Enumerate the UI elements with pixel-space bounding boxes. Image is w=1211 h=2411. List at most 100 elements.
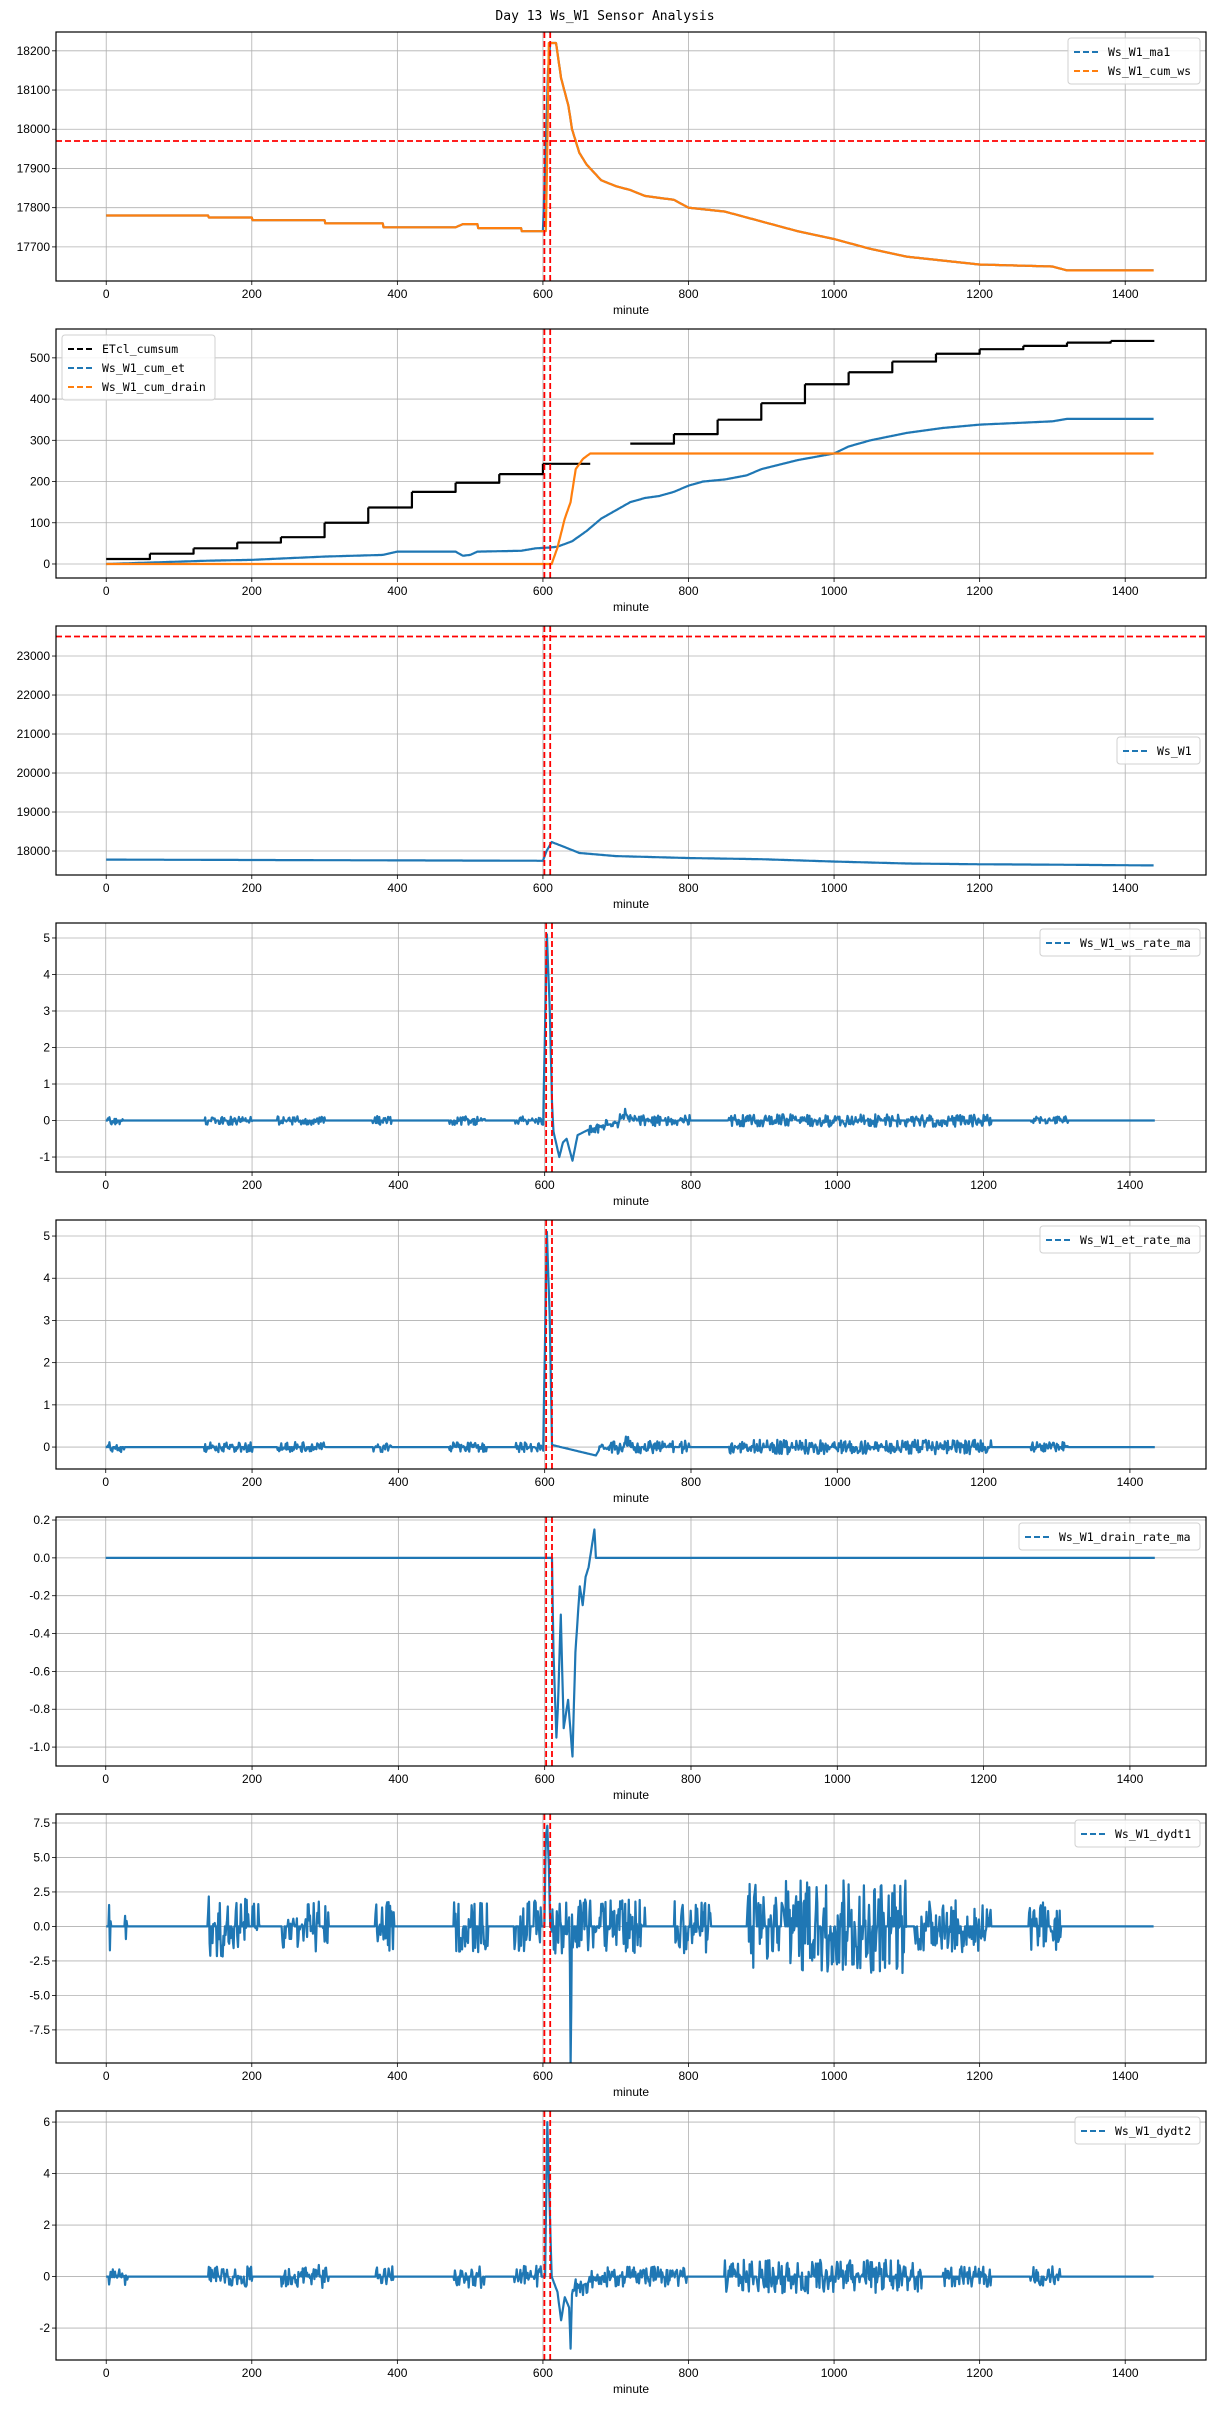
y-tick-label: 3 (43, 1004, 50, 1018)
series-line-Ws_W1_ws_rate_ma (105, 933, 1156, 1162)
x-tick-label: 1200 (970, 1178, 997, 1192)
y-tick-label: 4 (43, 967, 50, 981)
legend-label: Ws_W1_et_rate_ma (1080, 1233, 1191, 1247)
x-tick-label: 0 (102, 1772, 109, 1786)
y-tick-label: 1 (43, 1077, 50, 1091)
x-tick-label: 1400 (1112, 2069, 1139, 2083)
x-tick-label: 1200 (966, 584, 993, 598)
x-tick-label: 400 (387, 2366, 407, 2380)
x-tick-label: 1200 (970, 1475, 997, 1489)
x-axis-label: minute (613, 1194, 649, 1208)
legend-box (1018, 1522, 1201, 1551)
y-tick-label: 1 (43, 1398, 50, 1412)
figure-title: Day 13 Ws_W1 Sensor Analysis (495, 9, 714, 24)
x-tick-label: 0 (103, 2366, 110, 2380)
x-tick-label: 400 (387, 2069, 407, 2083)
legend-label: Ws_W1_cum_et (102, 361, 185, 375)
series-line-Ws_W1_dydt1 (105, 1824, 1154, 2063)
x-tick-label: 800 (678, 2069, 698, 2083)
x-tick-label: 0 (102, 1178, 109, 1192)
x-tick-label: 800 (681, 1178, 701, 1192)
legend-label: Ws_W1_ma1 (1108, 45, 1170, 59)
y-tick-label: 5.0 (33, 1850, 50, 1864)
axes-frame (55, 1219, 1207, 1470)
x-tick-label: 200 (242, 1178, 262, 1192)
series-line-Ws_W1_cum_ws (105, 41, 1154, 272)
y-tick-label: 18000 (17, 844, 51, 858)
subplot-2: 0 200 400 600 800 1000 1200 1400 0 100 200 300 400 50… (30, 328, 1207, 614)
x-tick-label: 1200 (970, 1772, 997, 1786)
legend-label: Ws_W1_cum_drain (102, 380, 206, 394)
y-tick-label: -2 (39, 2321, 50, 2335)
legend: Ws_W1_et_rate_ma (1039, 1225, 1201, 1254)
y-tick-label: 17900 (17, 161, 51, 175)
y-tick-label: 6 (43, 2115, 50, 2129)
subplot-4: 0 200 400 600 800 1000 1200 1400 -1 0 1 2 3 4 5 minute W… (39, 922, 1207, 1208)
x-tick-label: 200 (242, 1475, 262, 1489)
y-tick-label: -0.4 (29, 1627, 50, 1641)
y-tick-label: 0.0 (33, 1919, 50, 1933)
y-tick-label: 100 (30, 516, 50, 530)
legend-label: ETcl_cumsum (102, 342, 178, 356)
x-tick-label: 0 (103, 881, 110, 895)
y-tick-label: 400 (30, 392, 50, 406)
x-tick-label: 200 (242, 2069, 262, 2083)
y-tick-label: 2 (43, 1356, 50, 1370)
x-tick-label: 400 (388, 1475, 408, 1489)
y-tick-label: 0.0 (33, 1551, 50, 1565)
plot-area (56, 32, 1206, 281)
x-tick-label: 1000 (821, 2069, 848, 2083)
x-tick-label: 0 (103, 584, 110, 598)
series-line-Ws_W1_et_rate_ma (105, 1230, 1156, 1457)
subplot-5: 0 200 400 600 800 1000 1200 1400 0 1 2 3 4 5 minute Ws_… (43, 1219, 1207, 1505)
legend-label: Ws_W1_dydt1 (1115, 1827, 1191, 1841)
legend-box (1074, 2116, 1201, 2145)
x-tick-label: 200 (242, 584, 262, 598)
x-tick-label: 600 (535, 1772, 555, 1786)
x-axis-label: minute (613, 1788, 649, 1802)
x-axis-label: minute (613, 600, 649, 614)
y-tick-label: -5.0 (29, 1988, 50, 2002)
y-tick-label: 0 (43, 1440, 50, 1454)
legend-label: Ws_W1_dydt2 (1115, 2124, 1191, 2138)
x-tick-label: 1200 (966, 2366, 993, 2380)
x-tick-label: 1200 (966, 2069, 993, 2083)
series-line-Ws_W1_cum_drain (105, 452, 1154, 566)
x-tick-label: 1000 (821, 881, 848, 895)
y-tick-label: 5 (43, 931, 50, 945)
y-tick-label: 0 (43, 2270, 50, 2284)
legend-box (1067, 37, 1201, 85)
legend-label: Ws_W1_drain_rate_ma (1059, 1530, 1191, 1544)
y-tick-label: 18200 (17, 44, 51, 58)
axes-frame (55, 2110, 1207, 2361)
axes-frame (55, 1516, 1207, 1767)
y-tick-label: 17800 (17, 201, 51, 215)
x-tick-label: 800 (681, 1475, 701, 1489)
x-tick-label: 0 (103, 287, 110, 301)
x-tick-label: 400 (387, 881, 407, 895)
legend-label: Ws_W1 (1157, 744, 1192, 758)
series-line-Ws_W1_drain_rate_ma (105, 1528, 1156, 1758)
y-tick-label: -2.5 (29, 1954, 50, 1968)
y-tick-label: 3 (43, 1313, 50, 1327)
y-tick-label: 500 (30, 351, 50, 365)
x-tick-label: 1000 (824, 1178, 851, 1192)
x-tick-label: 200 (242, 1772, 262, 1786)
y-tick-label: 18000 (17, 122, 51, 136)
y-tick-label: 21000 (17, 727, 51, 741)
axes-frame (55, 1813, 1207, 2064)
legend: Ws_W1 (1116, 736, 1201, 765)
subplot-1: 0 200 400 600 800 1000 1200 1400 17700 17800 17900… (17, 31, 1207, 317)
legend-label: Ws_W1_ws_rate_ma (1080, 936, 1191, 950)
legend-box (1039, 1225, 1201, 1254)
y-tick-label: 4 (43, 2167, 50, 2181)
x-axis-label: minute (613, 2382, 649, 2396)
x-tick-label: 1400 (1112, 287, 1139, 301)
x-tick-label: 200 (242, 287, 262, 301)
x-tick-label: 0 (102, 1475, 109, 1489)
y-tick-label: 300 (30, 433, 50, 447)
legend-box (1116, 736, 1201, 765)
y-tick-label: 22000 (17, 688, 51, 702)
x-tick-label: 1000 (821, 584, 848, 598)
